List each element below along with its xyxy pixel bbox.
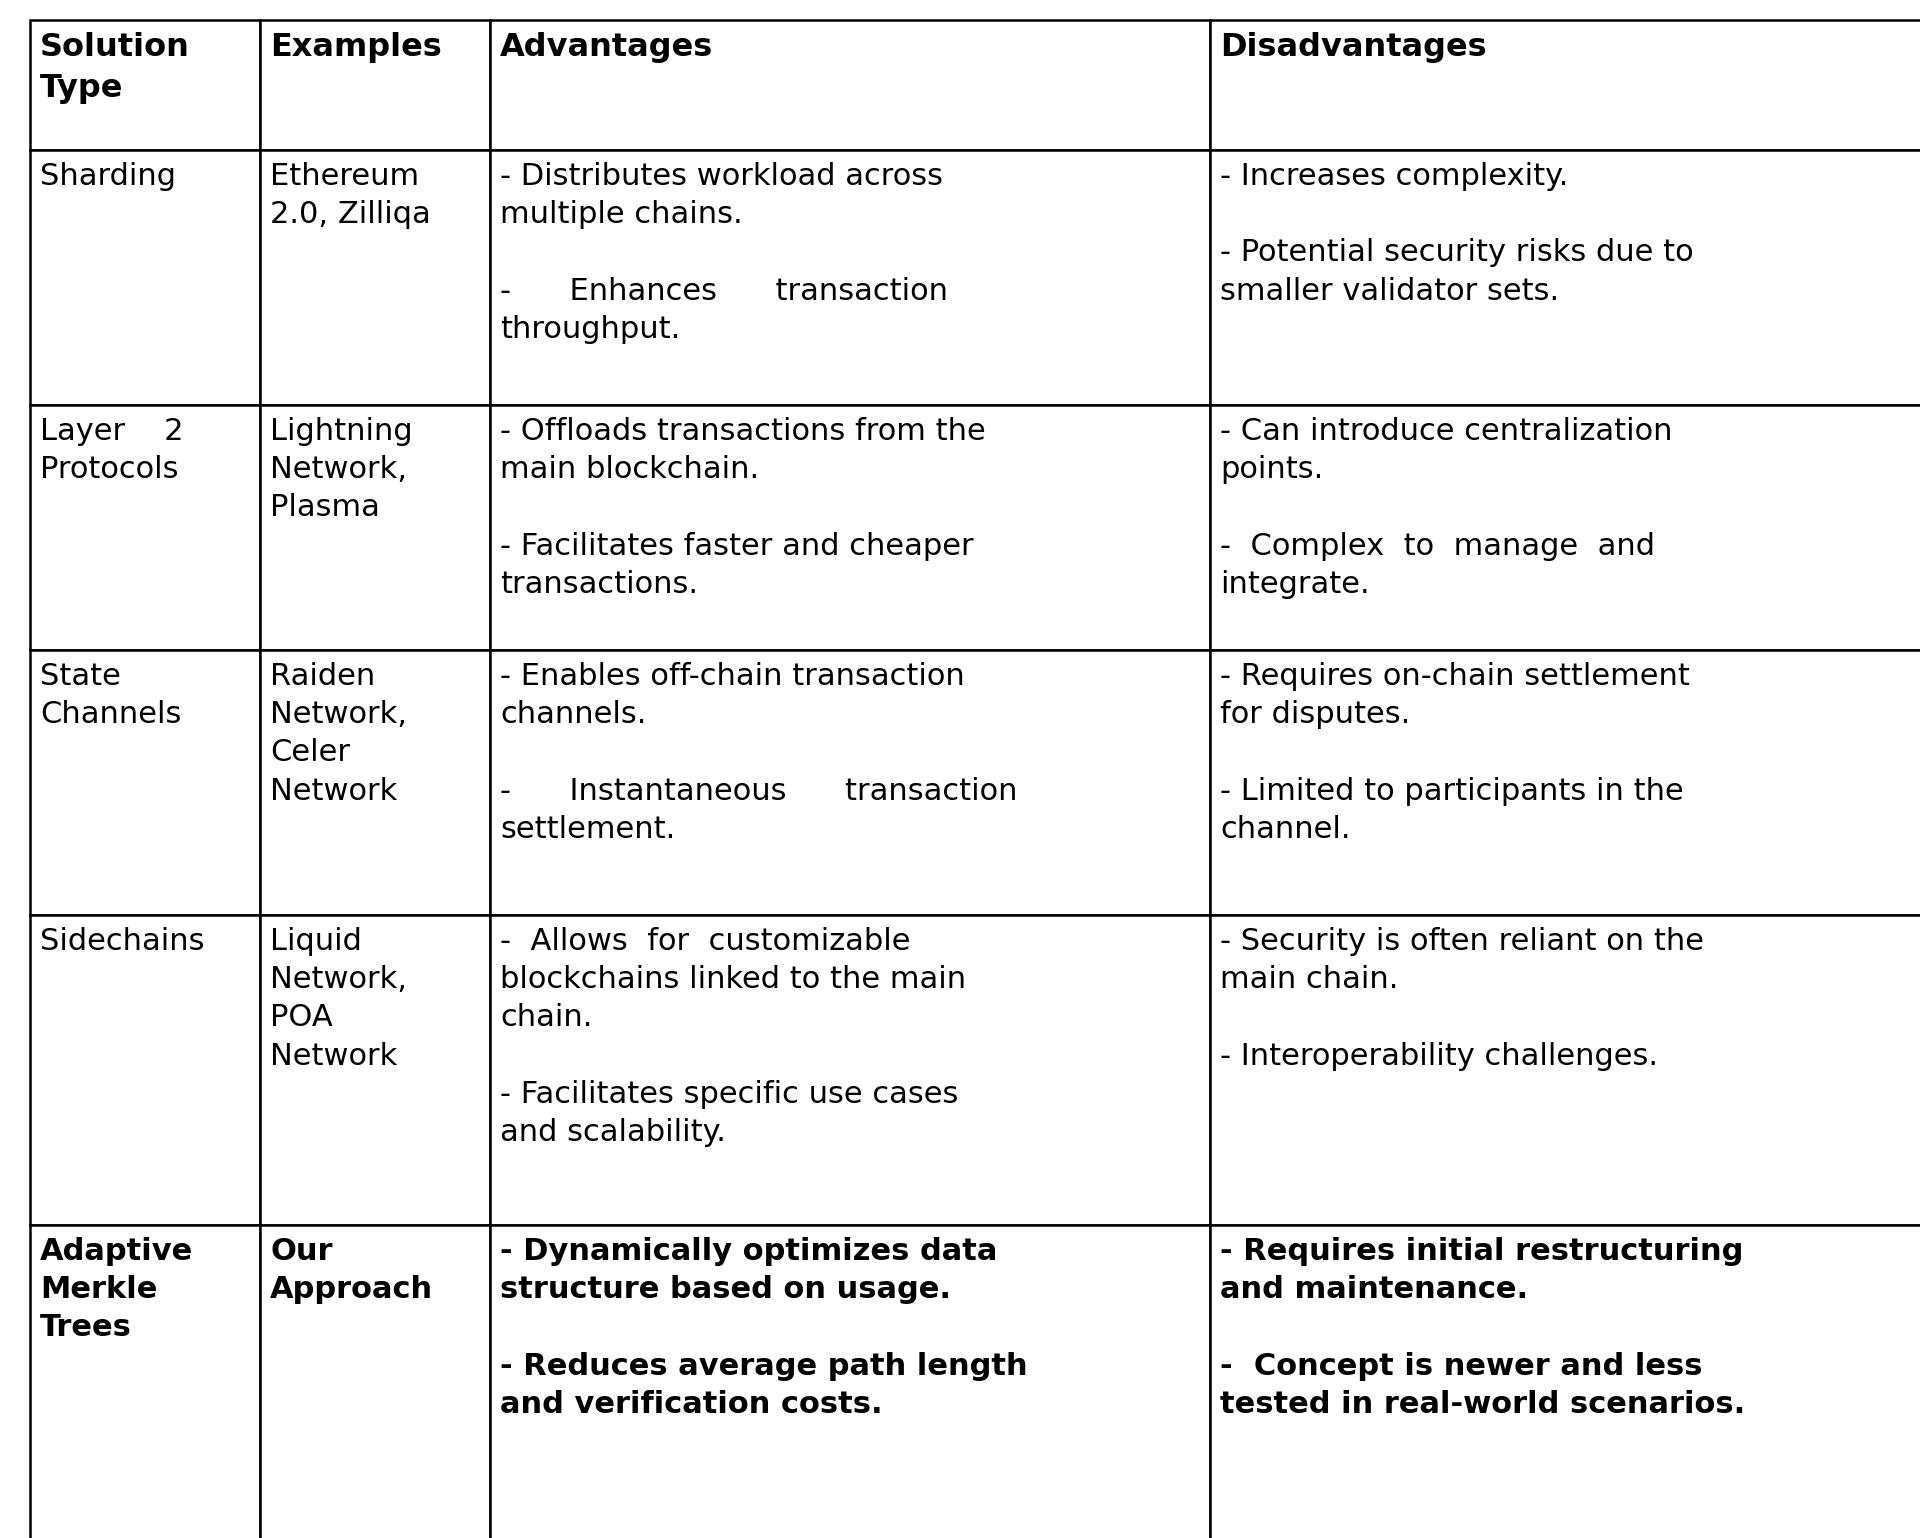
Bar: [31, 20, 259, 151]
Bar: [490, 151, 1210, 404]
Text: Sidechains: Sidechains: [40, 927, 205, 957]
Bar: [31, 1224, 259, 1538]
Text: - Security is often reliant on the
main chain.

- Interoperability challenges.: - Security is often reliant on the main …: [1219, 927, 1705, 1070]
Text: - Enables off-chain transaction
channels.

-      Instantaneous      transaction: - Enables off-chain transaction channels…: [499, 661, 1018, 844]
Text: - Requires initial restructuring
and maintenance.

-  Concept is newer and less
: - Requires initial restructuring and mai…: [1219, 1237, 1745, 1418]
Bar: [490, 915, 1210, 1224]
Bar: [31, 651, 259, 915]
Text: Disadvantages: Disadvantages: [1219, 32, 1486, 63]
Text: - Increases complexity.

- Potential security risks due to
smaller validator set: - Increases complexity. - Potential secu…: [1219, 161, 1693, 306]
Bar: [259, 151, 490, 404]
Bar: [1210, 915, 1920, 1224]
Text: - Requires on-chain settlement
for disputes.

- Limited to participants in the
c: - Requires on-chain settlement for dispu…: [1219, 661, 1690, 844]
Text: -  Allows  for  customizable
blockchains linked to the main
chain.

- Facilitate: - Allows for customizable blockchains li…: [499, 927, 966, 1147]
Text: Lightning
Network,
Plasma: Lightning Network, Plasma: [271, 417, 413, 523]
Text: Our
Approach: Our Approach: [271, 1237, 434, 1304]
Text: Solution
Type: Solution Type: [40, 32, 190, 103]
Bar: [1210, 151, 1920, 404]
Bar: [31, 404, 259, 651]
Bar: [1210, 20, 1920, 151]
Bar: [490, 651, 1210, 915]
Bar: [31, 151, 259, 404]
Text: - Can introduce centralization
points.

-  Complex  to  manage  and
integrate.: - Can introduce centralization points. -…: [1219, 417, 1672, 598]
Text: Examples: Examples: [271, 32, 442, 63]
Bar: [259, 651, 490, 915]
Text: State
Channels: State Channels: [40, 661, 180, 729]
Text: - Offloads transactions from the
main blockchain.

- Facilitates faster and chea: - Offloads transactions from the main bl…: [499, 417, 985, 598]
Bar: [31, 915, 259, 1224]
Bar: [490, 1224, 1210, 1538]
Text: Raiden
Network,
Celer
Network: Raiden Network, Celer Network: [271, 661, 407, 806]
Bar: [259, 20, 490, 151]
Bar: [259, 404, 490, 651]
Text: Liquid
Network,
POA
Network: Liquid Network, POA Network: [271, 927, 407, 1070]
Text: - Distributes workload across
multiple chains.

-      Enhances      transaction: - Distributes workload across multiple c…: [499, 161, 948, 345]
Bar: [1210, 404, 1920, 651]
Text: Advantages: Advantages: [499, 32, 712, 63]
Text: Layer    2
Protocols: Layer 2 Protocols: [40, 417, 184, 484]
Bar: [1210, 1224, 1920, 1538]
Text: Adaptive
Merkle
Trees: Adaptive Merkle Trees: [40, 1237, 194, 1343]
Text: - Dynamically optimizes data
structure based on usage.

- Reduces average path l: - Dynamically optimizes data structure b…: [499, 1237, 1027, 1418]
Bar: [490, 20, 1210, 151]
Bar: [1210, 651, 1920, 915]
Bar: [490, 404, 1210, 651]
Text: Sharding: Sharding: [40, 161, 177, 191]
Text: Ethereum
2.0, Zilliqa: Ethereum 2.0, Zilliqa: [271, 161, 430, 229]
Bar: [259, 915, 490, 1224]
Bar: [259, 1224, 490, 1538]
